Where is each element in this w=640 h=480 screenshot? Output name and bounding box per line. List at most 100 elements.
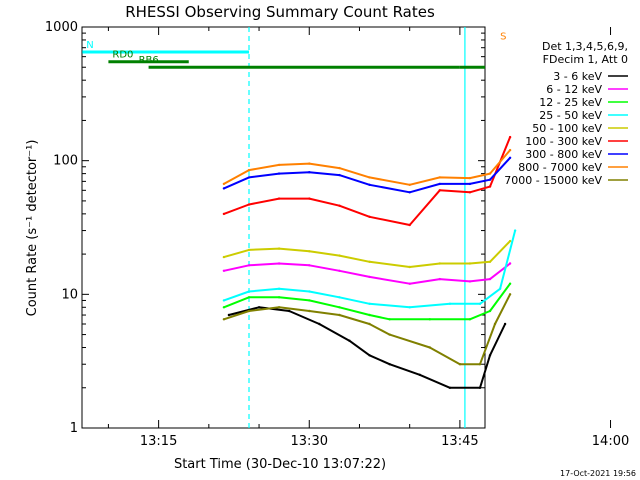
y-tick-label: 1 (70, 421, 78, 436)
data-point (508, 239, 512, 243)
data-point (368, 260, 371, 263)
data-point (448, 386, 452, 389)
data-point (508, 135, 512, 139)
data-point (408, 265, 411, 269)
data-point (277, 172, 281, 175)
data-point (513, 229, 517, 232)
data-point (308, 197, 311, 200)
data-point (247, 203, 251, 206)
data-point (308, 290, 311, 293)
series-line (228, 306, 507, 389)
data-point (488, 172, 492, 175)
data-point (388, 333, 391, 336)
data-point (368, 313, 371, 317)
data-point (488, 185, 492, 188)
data-point (277, 247, 281, 250)
data-point (222, 255, 226, 259)
data-point (368, 354, 371, 357)
x-tick-label: 13:30 (291, 434, 328, 449)
y-tick-label: 1000 (45, 20, 78, 35)
data-point (338, 306, 341, 309)
data-point (478, 386, 482, 389)
flag-label: S (500, 32, 506, 43)
data-point (277, 163, 281, 167)
flag-label: RD0 (112, 50, 133, 61)
data-point (368, 275, 371, 279)
data-point (438, 262, 441, 265)
data-point (247, 296, 251, 299)
legend-header: FDecim 1, Att 0 (543, 53, 628, 66)
data-point (508, 282, 512, 285)
data-point (468, 280, 472, 283)
data-point (222, 318, 226, 321)
chart-title: RHESSI Observing Summary Count Rates (125, 3, 435, 21)
data-point (458, 363, 462, 366)
data-point (277, 296, 281, 299)
legend-label: 100 - 300 keV (525, 135, 602, 148)
data-point (277, 262, 281, 265)
data-point (222, 306, 226, 309)
data-point (478, 302, 482, 305)
legend-label: 800 - 7000 keV (518, 161, 602, 174)
data-point (498, 287, 502, 290)
data-point (488, 309, 492, 313)
data-point (438, 277, 441, 281)
legend-label: 12 - 25 keV (539, 96, 602, 109)
data-point (277, 306, 281, 309)
data-point (418, 373, 421, 376)
data-point (438, 189, 441, 192)
data-point (478, 363, 482, 366)
data-point (247, 290, 251, 293)
data-point (247, 168, 251, 172)
data-point (368, 322, 371, 326)
data-point (428, 318, 431, 321)
data-point (257, 306, 261, 309)
data-point (348, 339, 351, 342)
data-point (247, 309, 251, 313)
data-point (388, 363, 391, 366)
data-point (288, 309, 291, 313)
data-point (227, 313, 231, 317)
data-point (222, 299, 226, 302)
data-point (338, 166, 341, 170)
data-point (438, 182, 441, 186)
data-point (468, 182, 472, 186)
data-point (408, 223, 411, 227)
data-point (308, 309, 311, 313)
legend-label: 25 - 50 keV (539, 109, 602, 122)
data-point (408, 183, 411, 186)
data-point (508, 148, 512, 152)
data-point (488, 178, 492, 181)
flag-label: N (86, 40, 93, 51)
legend-label: 50 - 100 keV (532, 122, 602, 135)
data-point (277, 287, 281, 290)
data-point (468, 191, 472, 194)
data-point (368, 183, 371, 186)
plot-area: 110100100013:1513:3013:4514:0014:1514:30… (45, 20, 629, 449)
data-point (247, 176, 251, 179)
data-point (488, 354, 492, 357)
data-point (308, 250, 311, 253)
x-tick-label: 13:45 (441, 434, 478, 449)
data-point (508, 262, 512, 265)
data-point (408, 306, 411, 309)
data-point (318, 322, 321, 326)
flag-label: RB6 (139, 55, 159, 66)
data-point (408, 282, 411, 285)
y-tick-label: 10 (61, 287, 78, 302)
data-point (222, 182, 226, 186)
series-line (223, 293, 511, 366)
data-point (247, 248, 251, 252)
data-point (338, 269, 341, 272)
data-point (338, 296, 341, 299)
data-point (468, 176, 472, 180)
x-tick-label: 13:15 (140, 434, 177, 449)
data-point (277, 197, 281, 200)
legend: Det 1,3,4,5,6,9,FDecim 1, Att 0 3 - 6 keV… (504, 40, 628, 187)
data-point (308, 264, 311, 267)
data-point (408, 191, 411, 194)
data-point (488, 260, 492, 263)
plot-frame (81, 26, 486, 429)
